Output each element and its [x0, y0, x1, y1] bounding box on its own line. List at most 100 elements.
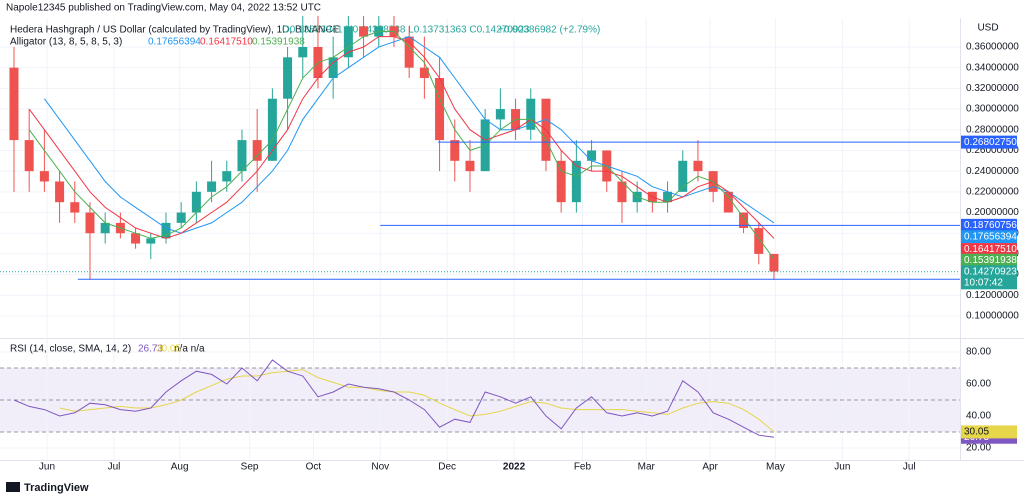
candle-body: [161, 222, 171, 239]
x-tick-label: Oct: [306, 462, 322, 473]
candle-body: [587, 150, 597, 161]
indicator-price-label-bg: [961, 253, 1017, 267]
candle-body: [24, 140, 34, 172]
candle-body: [723, 191, 733, 213]
y-tick-label: 0.36000000: [966, 42, 1019, 53]
x-tick-label: Jun: [39, 462, 55, 473]
candle-body: [693, 160, 703, 172]
ohlc: O0.13883941 H0.14338888 L0.13731363 C0.1…: [282, 25, 530, 36]
candle-body: [739, 212, 749, 229]
y-tick-label: 20.00: [966, 443, 991, 454]
candle-body: [237, 140, 247, 172]
candle-body: [176, 212, 186, 223]
publisher: Napole12345 published on TradingView.com…: [6, 3, 321, 14]
y-tick-label: 0.22000000: [966, 186, 1019, 197]
x-tick-label: Nov: [371, 462, 389, 473]
indicator-price-label: 0.17656394: [964, 231, 1017, 242]
x-tick-label: Aug: [171, 462, 189, 473]
currency-box: [975, 22, 1001, 34]
candle-body: [55, 181, 65, 203]
candle-body: [556, 160, 566, 203]
x-tick-label: Jul: [108, 462, 121, 473]
candle-body: [191, 191, 201, 213]
candle-body: [9, 67, 19, 141]
candle-body: [85, 212, 95, 234]
x-tick-label: May: [766, 462, 785, 473]
x-tick-label: Mar: [638, 462, 656, 473]
x-tick-label: Sep: [241, 462, 259, 473]
rsi-value-label-bg: [961, 425, 1017, 439]
candle-body: [359, 26, 369, 37]
candle-body: [495, 109, 505, 120]
indicator-price-label-bg: [961, 243, 1017, 257]
indicator-title: Alligator (13, 8, 5, 8, 5, 3): [10, 37, 122, 48]
y-tick-label: 0.30000000: [966, 104, 1019, 115]
candle-body: [298, 46, 308, 58]
candle-body: [39, 171, 49, 182]
candle-body: [404, 36, 414, 68]
candle-body: [70, 202, 80, 213]
alligator-line: [43, 36, 775, 234]
x-tick-label: Feb: [574, 462, 592, 473]
y-tick-label: 0.24000000: [966, 166, 1019, 177]
candle-body: [526, 98, 536, 130]
logo: [6, 482, 20, 492]
last-price-bg: [961, 265, 1017, 290]
x-tick-label: Jul: [903, 462, 916, 473]
hline-label-bg: [961, 135, 1017, 149]
indicator-price-label: 0.16417510: [964, 244, 1017, 255]
countdown: 10:07:42: [964, 277, 1003, 288]
candle-body: [435, 78, 445, 141]
indicator-price-label: 0.15391938: [964, 255, 1017, 266]
y-tick-label: 0.10000000: [966, 311, 1019, 322]
candle-body: [678, 160, 688, 192]
y-tick-label: 40.00: [966, 411, 991, 422]
indicator-price-label-bg: [961, 230, 1017, 244]
change: +0.00386982 (+2.79%): [498, 25, 600, 36]
candle-body: [252, 140, 262, 161]
hline-label-bg: [961, 218, 1017, 232]
indicator-legend-value: 0.17656394: [148, 37, 201, 48]
x-tick-label: 2022: [503, 462, 526, 473]
y-tick-label: 80.00: [966, 347, 991, 358]
y-tick-label: 0.32000000: [966, 83, 1019, 94]
y-tick-label: 0.34000000: [966, 62, 1019, 73]
indicator-legend-value: 0.16417510: [200, 37, 253, 48]
x-tick-label: Apr: [702, 462, 718, 473]
rsi-legend-value: 30.05: [156, 344, 181, 355]
candle-body: [769, 253, 779, 272]
candle-body: [207, 181, 217, 192]
indicator-legend-value: 0.15391938: [252, 37, 305, 48]
y-tick-label: 0.26000000: [966, 145, 1019, 156]
footer: TradingView: [24, 482, 89, 494]
y-tick-label: 60.00: [966, 379, 991, 390]
last-price-label: 0.14270923: [964, 266, 1017, 277]
rsi-title: RSI (14, close, SMA, 14, 2): [10, 344, 131, 355]
candle-body: [343, 26, 353, 58]
candle-body: [617, 181, 627, 203]
y-tick-label: 0.12000000: [966, 290, 1019, 301]
x-tick-label: Dec: [438, 462, 456, 473]
candle-body: [222, 171, 232, 182]
rsi-na: n/a n/a: [174, 344, 205, 355]
currency: USD: [977, 23, 998, 34]
rsi-line: [13, 359, 775, 438]
rsi-line: [59, 369, 775, 433]
candle-body: [100, 222, 110, 234]
rsi-value-label: 30.05: [964, 427, 989, 438]
candle-body: [450, 140, 460, 161]
candle-body: [663, 191, 673, 203]
y-tick-label: 0.20000000: [966, 207, 1019, 218]
candle-body: [267, 98, 277, 161]
symbol: Hedera Hashgraph / US Dollar (calculated…: [10, 25, 340, 36]
candle-body: [571, 160, 581, 203]
y-tick-label: 0.28000000: [966, 124, 1019, 135]
candle-body: [465, 160, 475, 172]
candle-body: [754, 228, 764, 254]
x-tick-label: Jun: [834, 462, 850, 473]
candle-body: [283, 57, 293, 99]
hline-label: 0.18760756: [964, 220, 1017, 231]
rsi-legend-value: 26.73: [138, 344, 163, 355]
